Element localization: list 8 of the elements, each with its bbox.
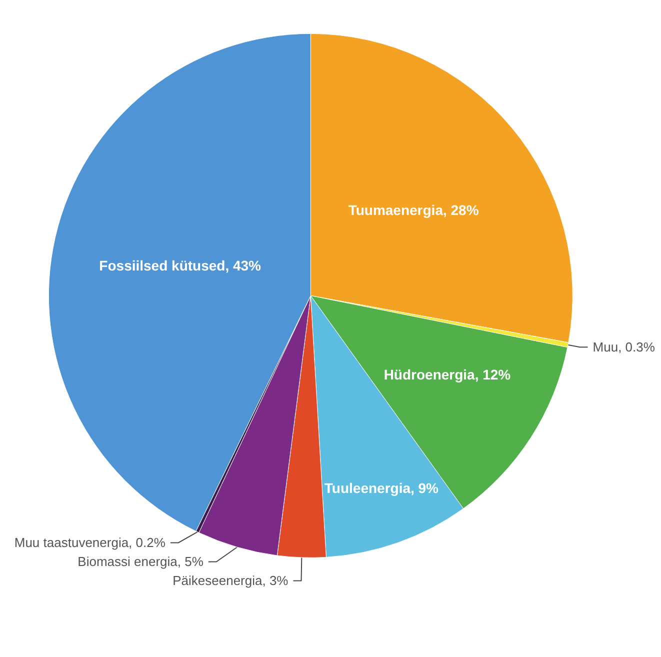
slice-label: Päikeseenergia, 3% bbox=[172, 573, 289, 588]
slice-label: Muu taastuvenergia, 0.2% bbox=[14, 535, 166, 550]
slice-label: Tuumaenergia, 28% bbox=[348, 202, 480, 218]
slice-label: Fossiilsed kütused, 43% bbox=[99, 258, 262, 274]
slice-label: Hüdroenergia, 12% bbox=[384, 366, 512, 382]
slice-label: Muu, 0.3% bbox=[592, 340, 656, 355]
slice-label: Biomassi energia, 5% bbox=[78, 554, 204, 570]
slice-label: Tuuleenergia, 9% bbox=[324, 480, 440, 496]
